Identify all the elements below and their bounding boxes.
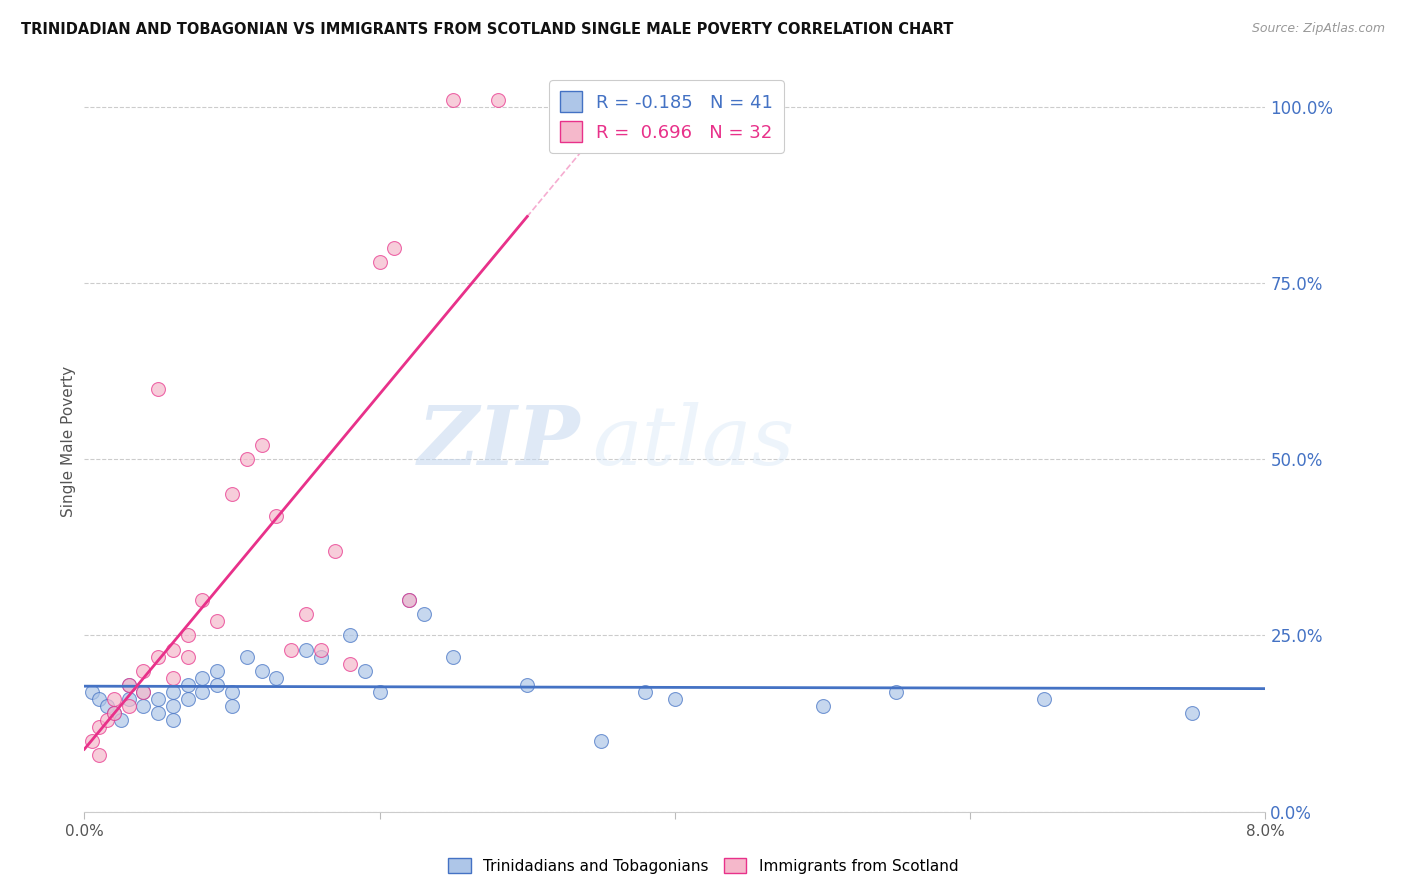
Point	[1181, 706, 1204, 720]
Point	[205, 664, 228, 678]
Point	[221, 698, 243, 713]
Point	[191, 671, 214, 685]
Text: Source: ZipAtlas.com: Source: ZipAtlas.com	[1251, 22, 1385, 36]
Point	[398, 593, 420, 607]
Point	[205, 615, 228, 629]
Point	[80, 685, 103, 699]
Point	[264, 671, 288, 685]
Point	[382, 241, 406, 255]
Point	[148, 706, 170, 720]
Point	[148, 649, 170, 664]
Point	[1032, 692, 1054, 706]
Point	[148, 692, 170, 706]
Point	[103, 706, 125, 720]
Point	[191, 685, 214, 699]
Point	[221, 685, 243, 699]
Point	[89, 720, 111, 734]
Point	[110, 713, 132, 727]
Point	[591, 734, 613, 748]
Point	[118, 678, 141, 692]
Point	[118, 698, 141, 713]
Point	[132, 698, 155, 713]
Point	[443, 649, 465, 664]
Point	[295, 642, 318, 657]
Point	[250, 438, 273, 452]
Point	[264, 508, 288, 523]
Point	[486, 93, 509, 107]
Point	[148, 382, 170, 396]
Point	[80, 734, 103, 748]
Point	[236, 452, 259, 467]
Point	[811, 698, 834, 713]
Point	[177, 692, 200, 706]
Point	[177, 649, 200, 664]
Point	[103, 692, 125, 706]
Point	[191, 593, 214, 607]
Point	[96, 698, 118, 713]
Point	[354, 664, 377, 678]
Point	[162, 698, 184, 713]
Point	[250, 664, 273, 678]
Point	[221, 487, 243, 501]
Point	[162, 642, 184, 657]
Point	[177, 678, 200, 692]
Text: atlas: atlas	[592, 401, 794, 482]
Point	[368, 685, 391, 699]
Point	[295, 607, 318, 622]
Point	[132, 685, 155, 699]
Point	[162, 685, 184, 699]
Point	[162, 713, 184, 727]
Point	[162, 671, 184, 685]
Point	[89, 748, 111, 763]
Point	[634, 685, 657, 699]
Legend: R = -0.185   N = 41, R =  0.696   N = 32: R = -0.185 N = 41, R = 0.696 N = 32	[550, 80, 785, 153]
Text: ZIP: ZIP	[418, 401, 581, 482]
Point	[309, 649, 332, 664]
Point	[118, 692, 141, 706]
Point	[89, 692, 111, 706]
Point	[96, 713, 118, 727]
Point	[323, 544, 347, 558]
Point	[177, 628, 200, 642]
Point	[103, 706, 125, 720]
Point	[339, 628, 361, 642]
Text: TRINIDADIAN AND TOBAGONIAN VS IMMIGRANTS FROM SCOTLAND SINGLE MALE POVERTY CORRE: TRINIDADIAN AND TOBAGONIAN VS IMMIGRANTS…	[21, 22, 953, 37]
Legend: Trinidadians and Tobagonians, Immigrants from Scotland: Trinidadians and Tobagonians, Immigrants…	[441, 852, 965, 880]
Point	[309, 642, 332, 657]
Point	[132, 664, 155, 678]
Point	[398, 593, 420, 607]
Point	[236, 649, 259, 664]
Point	[368, 254, 391, 268]
Point	[280, 642, 302, 657]
Y-axis label: Single Male Poverty: Single Male Poverty	[60, 366, 76, 517]
Point	[413, 607, 436, 622]
Point	[118, 678, 141, 692]
Point	[886, 685, 908, 699]
Point	[339, 657, 361, 671]
Point	[664, 692, 686, 706]
Point	[132, 685, 155, 699]
Point	[516, 678, 538, 692]
Point	[205, 678, 228, 692]
Point	[443, 93, 465, 107]
